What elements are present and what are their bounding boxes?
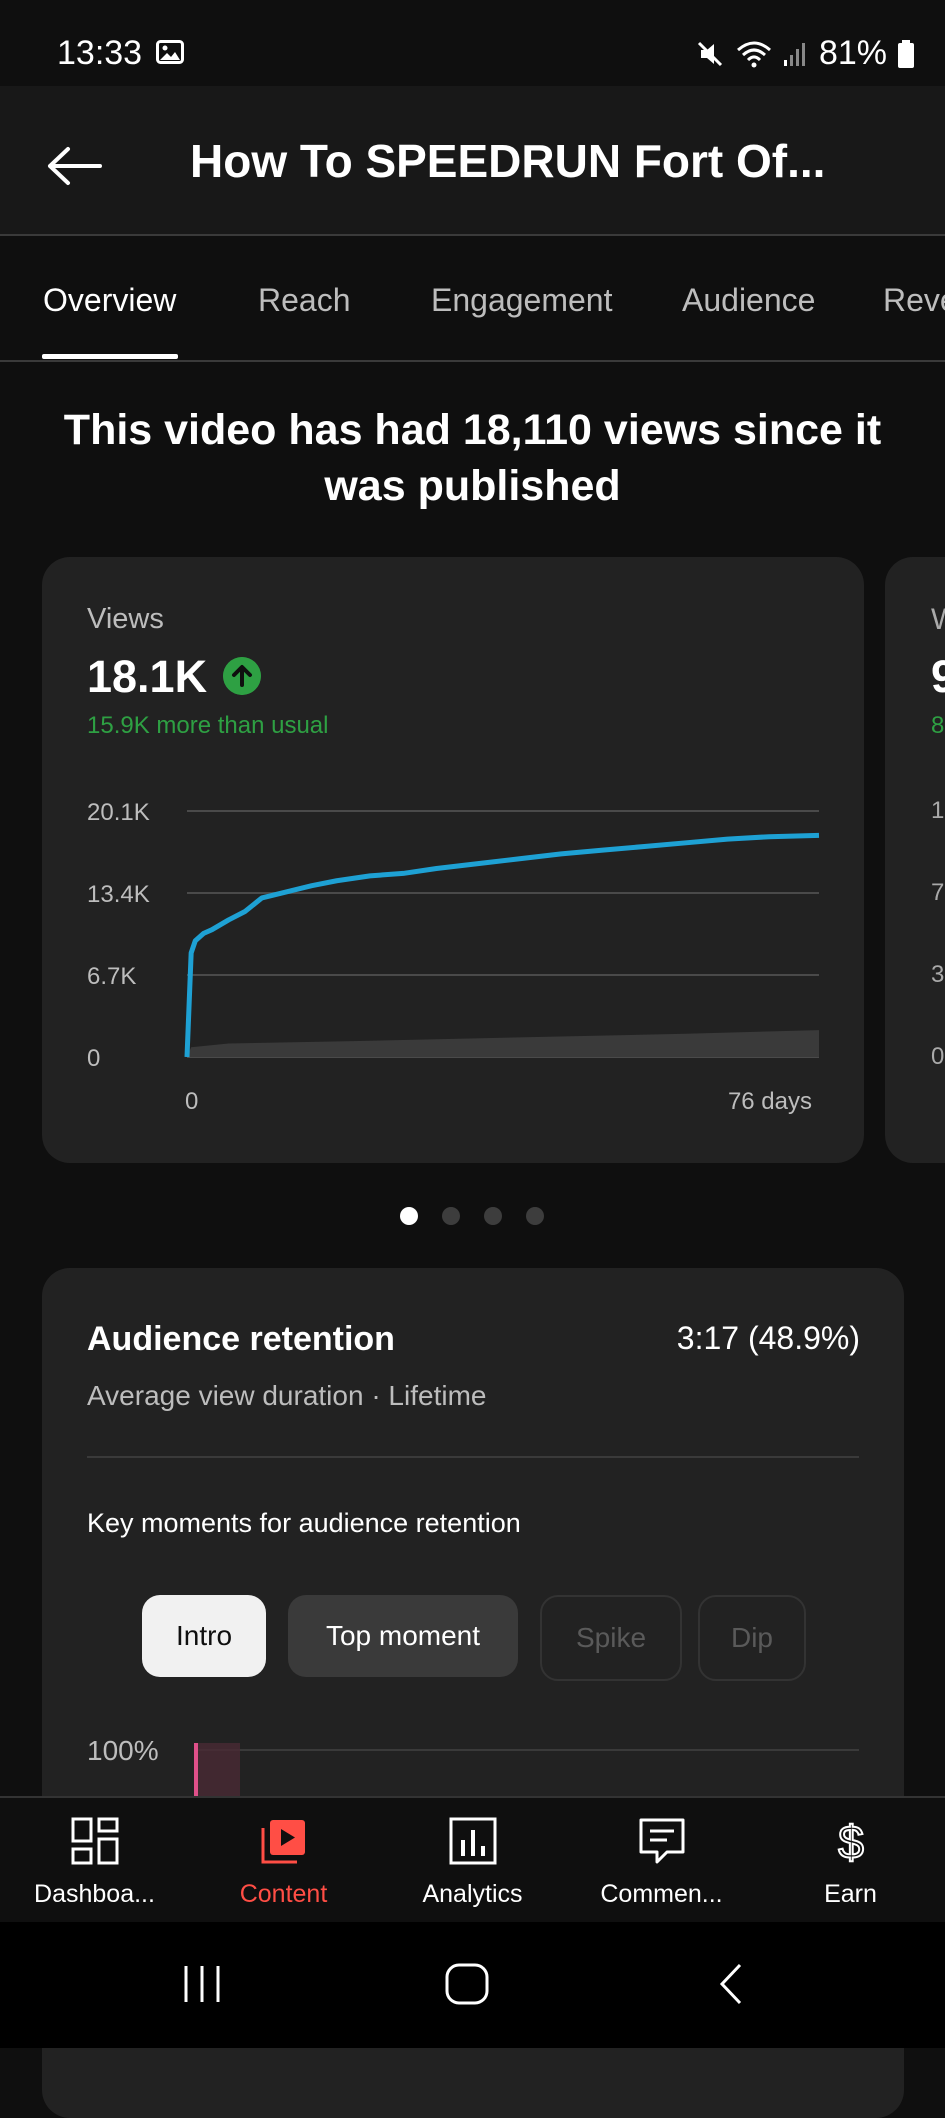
views-delta: 15.9K more than usual <box>87 712 329 739</box>
chip-dip[interactable]: Dip <box>698 1595 806 1681</box>
x-tick-label: 76 days <box>728 1088 812 1115</box>
tab-engagement[interactable]: Engagement <box>431 282 613 318</box>
comments-icon <box>639 1818 684 1864</box>
retention-curve <box>194 1743 198 1803</box>
status-bar: 13:33 81% <box>0 0 945 86</box>
tab-overview[interactable]: Overview <box>43 282 177 318</box>
y-tick-label: 13.4K <box>87 881 150 908</box>
signal-icon <box>783 42 805 66</box>
divider <box>87 1456 859 1458</box>
views-series-line <box>184 832 820 1058</box>
svg-text:$: $ <box>838 1816 864 1866</box>
analytics-icon <box>449 1817 496 1865</box>
tab-audience[interactable]: Audience <box>682 282 816 318</box>
watch-time-card-partial[interactable]: W 9 8 1 7 3 0 <box>885 557 945 1163</box>
summary-headline: This video has had 18,110 views since it… <box>63 406 882 510</box>
battery-percent: 81% <box>818 34 887 72</box>
carousel-dot[interactable] <box>484 1207 502 1225</box>
nav-content[interactable]: Content <box>189 1798 378 1924</box>
home-icon[interactable] <box>444 1962 490 2006</box>
carousel-dot[interactable] <box>400 1207 418 1225</box>
content-icon <box>261 1820 305 1864</box>
nav-label: Earn <box>824 1880 877 1908</box>
recent-apps-icon[interactable] <box>180 1962 224 2006</box>
partial-tick: 0 <box>931 1043 945 1070</box>
retention-y-label: 100% <box>87 1735 159 1766</box>
views-label: Views <box>87 603 164 635</box>
battery-icon <box>898 39 914 68</box>
tab-reach[interactable]: Reach <box>258 282 351 318</box>
analytics-tabs: Overview Reach Engagement Audience Reve <box>0 236 945 362</box>
system-back-icon[interactable] <box>716 1962 746 2006</box>
y-tick-label: 20.1K <box>87 799 150 826</box>
views-line-chart: 20.1K 13.4K 6.7K 0 0 76 days <box>87 799 820 1115</box>
nav-comments[interactable]: Commen... <box>567 1798 756 1924</box>
carousel-dot[interactable] <box>526 1207 544 1225</box>
y-tick-label: 0 <box>87 1045 100 1072</box>
carousel-dot[interactable] <box>442 1207 460 1225</box>
status-right: 81% <box>695 34 915 73</box>
retention-value: 3:17 (48.9%) <box>676 1320 860 1356</box>
nav-analytics[interactable]: Analytics <box>378 1798 567 1924</box>
chip-top-moment[interactable]: Top moment <box>288 1595 518 1677</box>
views-card[interactable]: Views 18.1K 15.9K more than usual 20.1K 1… <box>42 557 864 1163</box>
partial-sub: 8 <box>931 712 945 739</box>
partial-value: 9 <box>931 651 945 702</box>
active-tab-indicator <box>42 354 178 359</box>
views-value: 18.1K <box>87 651 208 702</box>
page-title: How To SPEEDRUN Fort Of... <box>190 135 826 187</box>
partial-tick: 7 <box>931 879 945 906</box>
nav-label: Dashboa... <box>34 1880 155 1908</box>
dashboard-icon <box>71 1817 118 1865</box>
nav-label: Content <box>239 1880 328 1908</box>
nav-label: Commen... <box>600 1880 723 1908</box>
bottom-navigation: Dashboa... Content Analytics Commen... $… <box>0 1796 945 1924</box>
wifi-icon <box>736 41 771 67</box>
gallery-notification-icon <box>156 40 184 64</box>
trend-up-icon <box>223 657 261 695</box>
nav-earn[interactable]: $ Earn <box>756 1798 945 1924</box>
partial-label: W <box>931 603 945 637</box>
x-tick-label: 0 <box>185 1088 198 1115</box>
earn-icon: $ <box>837 1816 865 1866</box>
nav-dashboard[interactable]: Dashboa... <box>0 1798 189 1924</box>
retention-title: Audience retention <box>87 1320 395 1358</box>
nav-label: Analytics <box>422 1880 523 1908</box>
tab-revenue[interactable]: Reve <box>883 282 945 318</box>
top-app-bar: How To SPEEDRUN Fort Of... <box>0 86 945 236</box>
retention-gridline <box>197 1749 859 1751</box>
partial-tick: 1 <box>931 797 945 824</box>
partial-tick: 3 <box>931 961 945 988</box>
back-arrow-icon[interactable] <box>44 146 104 186</box>
status-time: 13:33 <box>57 34 143 72</box>
system-navigation-bar <box>0 1922 945 2048</box>
key-moments-label: Key moments for audience retention <box>87 1508 521 1538</box>
mute-icon <box>697 41 722 66</box>
chip-intro[interactable]: Intro <box>142 1595 266 1677</box>
retention-subtitle: Average view duration · Lifetime <box>87 1380 487 1411</box>
typical-views-band <box>187 1030 819 1057</box>
chip-spike[interactable]: Spike <box>540 1595 682 1681</box>
y-tick-label: 6.7K <box>87 963 136 990</box>
retention-intro-highlight <box>194 1743 240 1803</box>
